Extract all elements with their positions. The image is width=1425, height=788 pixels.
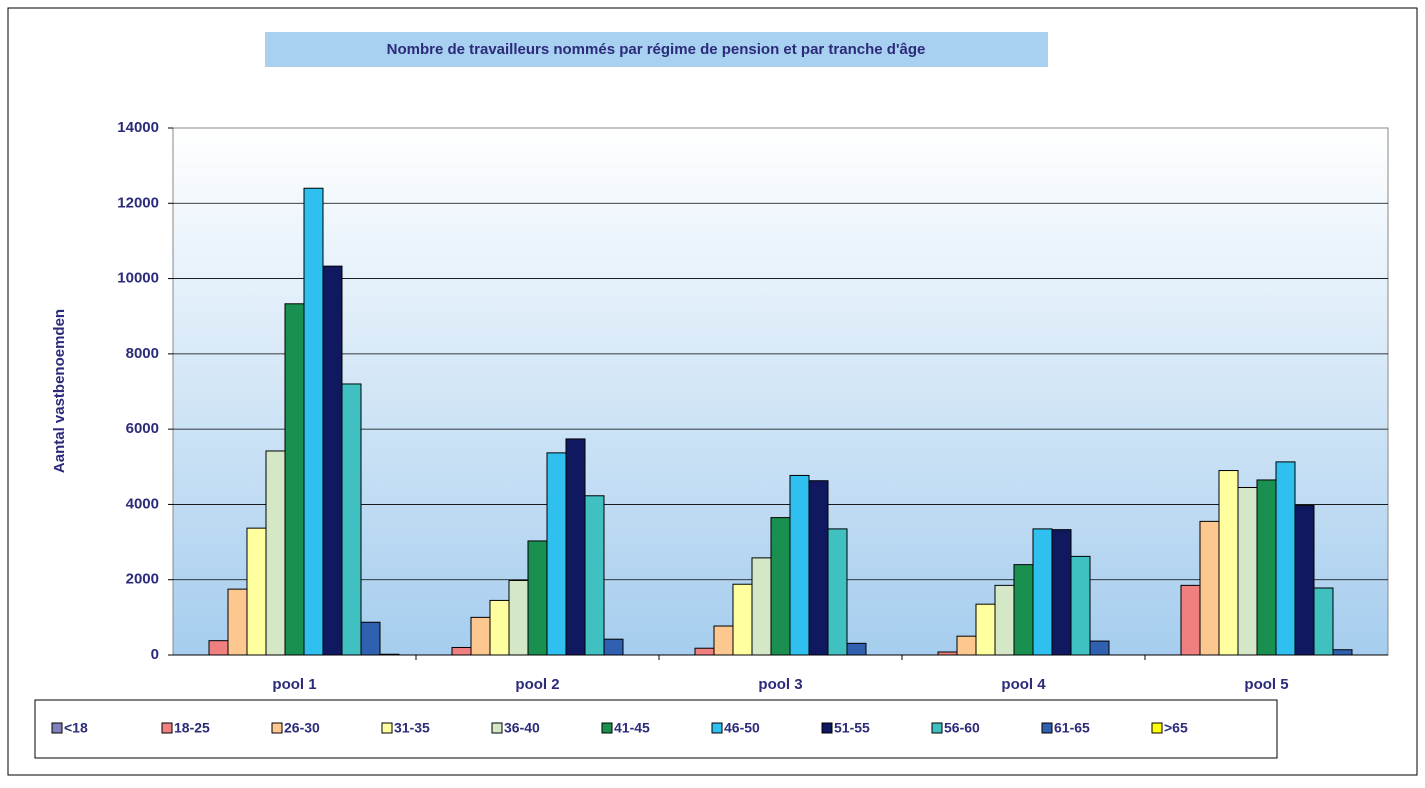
legend-swatch bbox=[161, 722, 173, 734]
bar bbox=[1032, 528, 1053, 656]
bar bbox=[227, 588, 248, 656]
chart-title: Nombre de travailleurs nommés par régime… bbox=[387, 41, 926, 58]
bar bbox=[360, 621, 381, 656]
legend-swatch bbox=[491, 722, 503, 734]
y-axis-label: Aantal vastbenoemden bbox=[51, 309, 68, 473]
bar bbox=[584, 495, 605, 656]
bar bbox=[603, 638, 624, 656]
bar bbox=[713, 625, 734, 656]
legend-label: 51-55 bbox=[834, 720, 870, 736]
bar bbox=[770, 517, 791, 656]
y-tick-label: 14000 bbox=[117, 119, 159, 136]
bar bbox=[508, 579, 529, 656]
y-tick-label: 10000 bbox=[117, 270, 159, 287]
x-tick-label: pool 2 bbox=[515, 676, 559, 693]
bar bbox=[956, 635, 977, 656]
bar bbox=[1294, 505, 1315, 656]
legend-label: <18 bbox=[64, 720, 88, 736]
bar bbox=[303, 187, 324, 656]
bar bbox=[451, 646, 472, 656]
legend-label: 36-40 bbox=[504, 720, 540, 736]
legend-swatch bbox=[711, 722, 723, 734]
y-tick-label: 8000 bbox=[126, 345, 159, 362]
legend-label: 26-30 bbox=[284, 720, 320, 736]
bar bbox=[284, 303, 305, 656]
y-tick-label: 12000 bbox=[117, 194, 159, 211]
x-tick-label: pool 3 bbox=[758, 676, 802, 693]
y-tick-label: 6000 bbox=[126, 420, 159, 437]
bar bbox=[975, 603, 996, 656]
bar bbox=[527, 540, 548, 656]
bar bbox=[565, 438, 586, 656]
y-tick-label: 4000 bbox=[126, 495, 159, 512]
bar bbox=[265, 450, 286, 656]
bar bbox=[789, 474, 810, 656]
legend-label: 31-35 bbox=[394, 720, 430, 736]
legend-swatch bbox=[931, 722, 943, 734]
bar bbox=[751, 557, 772, 656]
bar bbox=[808, 480, 829, 656]
x-tick-label: pool 5 bbox=[1244, 676, 1288, 693]
bar bbox=[1180, 584, 1201, 656]
bar bbox=[489, 599, 510, 656]
bar bbox=[694, 647, 715, 656]
legend-swatch bbox=[1041, 722, 1053, 734]
x-tick-label: pool 1 bbox=[272, 676, 316, 693]
bar bbox=[1070, 555, 1091, 656]
legend-swatch bbox=[51, 722, 63, 734]
y-tick-label: 2000 bbox=[126, 571, 159, 588]
legend-label: >65 bbox=[1164, 720, 1188, 736]
bar bbox=[1089, 640, 1110, 656]
x-tick-label: pool 4 bbox=[1001, 676, 1046, 693]
bar bbox=[1256, 479, 1277, 656]
bar bbox=[1237, 486, 1258, 656]
bar bbox=[732, 583, 753, 656]
bar bbox=[341, 383, 362, 656]
bar bbox=[1051, 529, 1072, 656]
legend bbox=[34, 699, 1278, 759]
bar bbox=[1013, 564, 1034, 656]
bar bbox=[1218, 470, 1239, 656]
bar bbox=[994, 584, 1015, 656]
legend-label: 61-65 bbox=[1054, 720, 1090, 736]
legend-swatch bbox=[271, 722, 283, 734]
legend-swatch bbox=[601, 722, 613, 734]
bar bbox=[1313, 587, 1334, 656]
bar bbox=[846, 642, 867, 656]
bar bbox=[1332, 649, 1353, 656]
bar bbox=[546, 452, 567, 656]
bar bbox=[1275, 461, 1296, 656]
bar bbox=[322, 265, 343, 656]
bar bbox=[827, 528, 848, 656]
legend-label: 41-45 bbox=[614, 720, 650, 736]
title-box bbox=[265, 32, 1048, 67]
legend-swatch bbox=[821, 722, 833, 734]
bar bbox=[246, 527, 267, 656]
legend-label: 46-50 bbox=[724, 720, 760, 736]
legend-label: 18-25 bbox=[174, 720, 210, 736]
bar bbox=[208, 640, 229, 656]
y-tick-label: 0 bbox=[151, 646, 159, 663]
bar bbox=[470, 616, 491, 656]
legend-swatch bbox=[1151, 722, 1163, 734]
legend-label: 56-60 bbox=[944, 720, 980, 736]
legend-swatch bbox=[381, 722, 393, 734]
bar bbox=[1199, 520, 1220, 656]
